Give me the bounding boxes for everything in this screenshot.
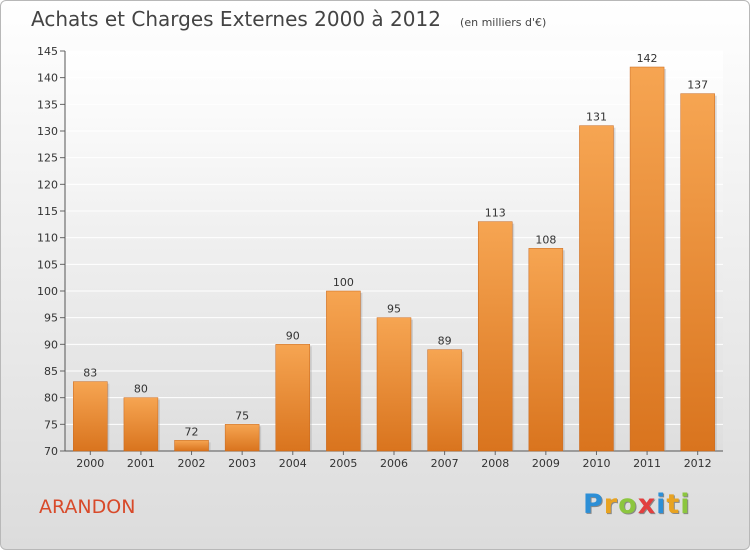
bar [123,397,159,452]
bar [680,93,715,452]
x-tick-label: 2005 [329,457,357,470]
data-label: 83 [83,367,97,380]
logo-letter: i [656,489,667,520]
x-tick-label: 2012 [684,457,712,470]
data-label: 90 [286,329,300,342]
data-label: 89 [438,335,452,348]
x-tick-label: 2008 [481,457,509,470]
y-tick-label: 130 [37,125,58,138]
commune-name: ARANDON [39,496,136,518]
logo-letter: r [603,489,619,520]
y-tick-label: 100 [37,285,58,298]
logo-letter: t [666,489,681,520]
x-tick-label: 2011 [633,457,661,470]
x-tick-label: 2001 [127,457,155,470]
logo-letter: P [583,489,604,520]
data-label: 131 [586,111,607,124]
y-tick-label: 90 [44,338,58,351]
y-tick-label: 145 [37,45,58,58]
x-tick-label: 2010 [582,457,610,470]
logo-letter: o [618,489,638,520]
proxiti-logo: Proxiti [583,489,691,520]
bar [427,349,462,452]
bar [275,344,311,452]
bar [629,66,665,452]
y-tick-label: 115 [37,205,58,218]
data-label: 95 [387,303,401,316]
bar [528,248,564,452]
bar [224,424,260,452]
chart-subtitle: (en milliers d'€) [460,16,547,29]
data-label: 142 [637,52,658,65]
y-tick-label: 120 [37,178,58,191]
x-tick-label: 2006 [380,457,408,470]
y-tick-label: 110 [37,232,58,245]
x-tick-label: 2004 [279,457,307,470]
y-tick-label: 70 [44,445,58,458]
data-label: 108 [535,233,556,246]
x-tick-label: 2000 [76,457,104,470]
data-label: 100 [333,276,354,289]
data-label: 75 [235,409,249,422]
data-label: 80 [134,383,148,396]
x-tick-label: 2003 [228,457,256,470]
bar [73,381,108,452]
bar [174,440,209,452]
logo-letter: x [637,489,657,520]
bar [579,125,614,452]
bar [376,317,412,452]
y-tick-label: 140 [37,72,58,85]
x-tick-label: 2009 [532,457,560,470]
logo-letter: i [680,489,691,520]
y-tick-label: 75 [44,418,58,431]
y-tick-label: 85 [44,365,58,378]
data-label: 72 [185,425,199,438]
y-tick-label: 125 [37,152,58,165]
chart-title: Achats et Charges Externes 2000 à 2012 [31,7,441,31]
x-tick-label: 2002 [178,457,206,470]
y-tick-label: 80 [44,392,58,405]
data-label: 137 [687,79,708,92]
data-label: 113 [485,207,506,220]
y-tick-label: 105 [37,258,58,271]
bar [477,221,513,452]
bar [326,290,361,452]
y-tick-label: 95 [44,312,58,325]
x-tick-label: 2007 [431,457,459,470]
chart-title-block: Achats et Charges Externes 2000 à 2012 (… [31,7,546,31]
y-tick-label: 135 [37,98,58,111]
